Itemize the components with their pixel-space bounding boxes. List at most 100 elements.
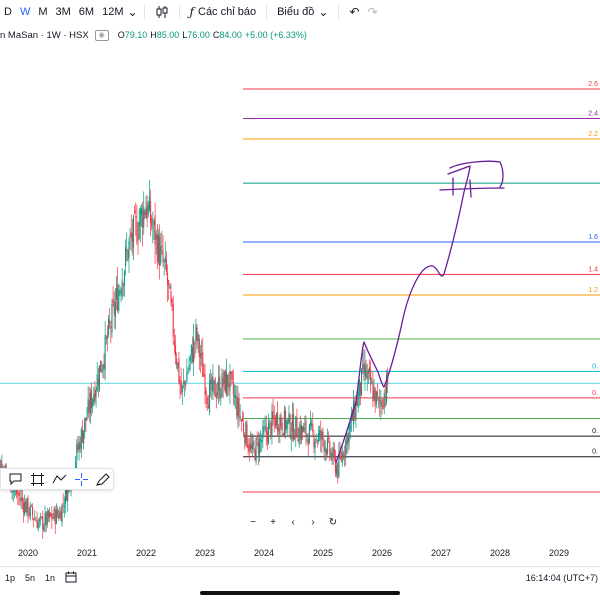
symbol-name[interactable]: n MaSan · 1W · HSX <box>0 29 89 41</box>
change-value: +5.00 (+6.33%) <box>244 30 307 40</box>
candle-body <box>274 418 276 428</box>
candle-body <box>176 358 178 366</box>
comment-button[interactable] <box>5 470 25 488</box>
candle-body <box>66 488 68 501</box>
candle-body <box>208 382 211 413</box>
projection-path[interactable] <box>335 160 505 463</box>
redo-icon: ↷ <box>367 5 378 19</box>
crosshair-button[interactable] <box>71 470 91 488</box>
candle-body <box>174 345 177 357</box>
candle-body <box>270 422 272 436</box>
undo-button[interactable]: ↶ <box>345 5 363 19</box>
candle-body <box>94 389 96 401</box>
timeframe-6m[interactable]: 6M <box>78 6 95 18</box>
time-axis-tick: 2027 <box>430 548 452 558</box>
candle-body <box>280 414 282 426</box>
candle-body <box>331 453 333 461</box>
fibonacci-extension[interactable]: 2.6 2.4 2.2 1.6 1.4 1.2 0. 0. 0. 0. <box>243 81 600 493</box>
candle-body <box>17 492 19 496</box>
timeframe-w[interactable]: W <box>19 6 31 18</box>
candle-body <box>151 218 153 227</box>
candle-body <box>345 440 347 459</box>
timeframe-3m[interactable]: 3M <box>55 6 71 18</box>
eye-icon[interactable]: ◉ <box>94 29 109 41</box>
chart-type-button[interactable] <box>151 5 173 19</box>
zoom-in-button[interactable]: + <box>266 516 280 530</box>
candle-body <box>359 382 361 394</box>
candle-body <box>173 341 175 346</box>
range-1n[interactable]: 1n <box>45 573 56 583</box>
time-axis[interactable]: 2020 2021 2022 2023 2024 2025 2026 2027 2028 2029 <box>0 548 600 564</box>
candle-body <box>128 240 130 258</box>
pen-icon <box>96 472 110 486</box>
candle-body <box>304 423 306 425</box>
candle-body <box>321 430 323 441</box>
candle-body <box>184 381 186 385</box>
timeframe-d[interactable]: D <box>4 6 12 18</box>
candle-body <box>58 514 60 519</box>
freehand-drawing[interactable] <box>335 160 505 463</box>
candle-body <box>1 464 3 469</box>
candle-body <box>195 324 197 341</box>
candle-body <box>236 396 238 416</box>
timeframe-m[interactable]: M <box>38 6 48 18</box>
date-range-button[interactable] <box>60 571 82 585</box>
price-chart[interactable]: 2.6 2.4 2.2 1.6 1.4 1.2 0. 0. 0. 0. <box>0 42 600 546</box>
reset-chart-button[interactable]: ↻ <box>326 516 340 530</box>
candle-body <box>129 235 131 237</box>
candle-body <box>252 442 254 450</box>
fib-level-label: 2.2 <box>588 131 598 138</box>
candle-body <box>245 421 247 445</box>
time-axis-tick: 2020 <box>17 548 39 558</box>
zoom-out-button[interactable]: − <box>246 516 260 530</box>
clock[interactable]: 16:14:04 (UTC+7) <box>525 573 598 583</box>
candle-body <box>135 215 137 218</box>
redo-button[interactable]: ↷ <box>364 5 382 19</box>
candle-body <box>202 352 204 378</box>
candle-body <box>374 387 376 407</box>
candle-body <box>114 302 116 317</box>
scroll-left-button[interactable]: ‹ <box>286 516 300 530</box>
candle-body <box>92 399 94 408</box>
candle-body <box>290 434 292 439</box>
indicators-button[interactable]: ƒ Các chỉ báo <box>186 5 261 19</box>
fib-level-label: 1.6 <box>588 234 598 241</box>
candle-body <box>239 416 241 419</box>
candle-body <box>177 362 179 369</box>
candle-body <box>42 516 44 530</box>
timeframe-12m[interactable]: 12M <box>102 6 124 18</box>
home-indicator <box>200 591 400 595</box>
trend-path-button[interactable] <box>49 470 69 488</box>
scroll-right-button[interactable]: › <box>306 516 320 530</box>
candle-body <box>106 334 108 339</box>
candle-body <box>147 205 149 215</box>
candle-body <box>231 372 233 380</box>
candle-body <box>285 410 287 430</box>
candle-body <box>250 445 253 449</box>
candle-body <box>212 377 214 392</box>
candle-body <box>263 428 265 430</box>
candle-body <box>81 429 84 443</box>
candle-body <box>122 284 124 286</box>
candle-body <box>348 427 350 442</box>
candle-body <box>85 417 87 422</box>
candle-body <box>233 394 236 397</box>
candle-body <box>311 423 313 426</box>
candle-body <box>187 371 189 373</box>
range-5n[interactable]: 5n <box>25 573 36 583</box>
layout-button[interactable]: Biểu đồ ⌄ <box>273 5 332 19</box>
candle-body <box>260 439 262 442</box>
timeframe-chevron-icon[interactable]: ⌄ <box>127 5 138 19</box>
candle-body <box>75 461 77 469</box>
candle-body <box>45 512 47 526</box>
candle-body <box>366 372 368 379</box>
candle-body <box>337 462 339 477</box>
crop-button[interactable] <box>27 470 47 488</box>
candle-body <box>385 374 388 403</box>
candle-body <box>353 400 355 425</box>
candle-body <box>241 418 243 421</box>
candle-body <box>64 486 66 504</box>
range-1p[interactable]: 1p <box>5 573 16 583</box>
pen-button[interactable] <box>93 470 113 488</box>
candle-body <box>223 371 225 384</box>
